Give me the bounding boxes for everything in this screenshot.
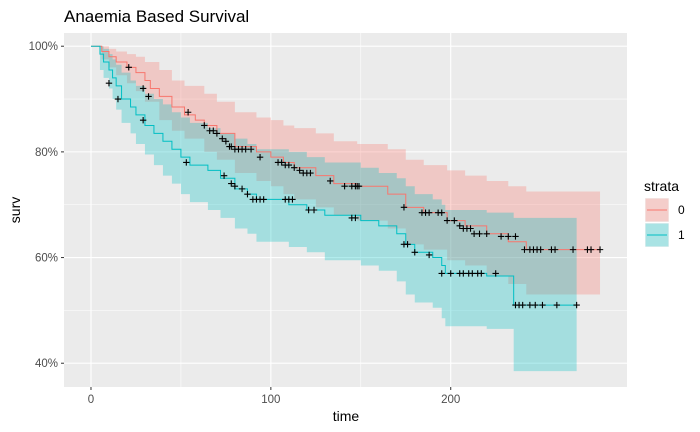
censor-mark-1 (231, 183, 239, 190)
censor-mark-0 (456, 222, 463, 230)
legend-label-0: 0 (678, 203, 685, 217)
censor-mark-0 (400, 204, 408, 211)
censor-mark-0 (184, 109, 192, 116)
legend-label-1: 1 (678, 228, 685, 242)
censor-mark-0 (307, 169, 314, 177)
censor-mark-1 (260, 196, 267, 203)
censor-mark-1 (460, 270, 467, 277)
x-axis: 0 100 200 (88, 387, 460, 406)
censor-mark-0 (537, 246, 544, 253)
censor-mark-0 (210, 127, 217, 134)
legend-title: strata (644, 178, 679, 194)
censor-mark-0 (443, 217, 451, 224)
censor-mark-0 (587, 246, 595, 253)
censor-mark-0 (476, 230, 483, 237)
censor-mark-0 (139, 85, 147, 92)
censor-mark-0 (438, 209, 445, 216)
censor-mark-0 (425, 209, 433, 216)
censor-mark-0 (201, 122, 208, 129)
censor-mark-1 (478, 270, 485, 277)
grid-major (64, 33, 627, 387)
censor-mark-1 (305, 206, 312, 214)
censor-mark-0 (242, 146, 249, 153)
x-tick-label: 100 (261, 394, 280, 406)
y-tick-label: 40% (35, 358, 58, 370)
censor-mark-0 (213, 130, 221, 137)
censor-marks (105, 64, 604, 309)
censor-mark-1 (139, 116, 147, 124)
confidence-band-1 (90, 46, 577, 372)
x-tick-label: 0 (88, 394, 94, 406)
censor-mark-0 (512, 233, 519, 240)
censor-mark-0 (125, 64, 132, 71)
censor-mark-1 (532, 301, 539, 309)
censor-mark-0 (451, 217, 458, 224)
legend-keys: 01 (645, 198, 685, 247)
censor-mark-1 (404, 241, 411, 248)
censor-mark-0 (470, 230, 478, 237)
censor-mark-1 (447, 270, 454, 277)
censor-mark-0 (296, 167, 303, 174)
censor-mark-1 (469, 270, 476, 277)
censor-mark-1 (238, 185, 246, 193)
censor-mark-1 (553, 301, 561, 309)
confidence-bands (90, 46, 601, 372)
confidence-band-0 (90, 46, 601, 295)
censor-mark-1 (425, 251, 433, 259)
censor-mark-0 (219, 135, 226, 142)
censor-mark-0 (145, 93, 152, 100)
censor-mark-1 (492, 270, 499, 277)
x-axis-title: time (333, 408, 360, 424)
y-tick-label: 60% (35, 253, 58, 265)
censor-mark-1 (183, 159, 190, 166)
censor-mark-0 (467, 225, 474, 232)
censor-mark-1 (411, 249, 418, 256)
y-axis-title: surv (7, 197, 23, 223)
censor-mark-1 (539, 301, 546, 309)
survival-line-0 (90, 45, 601, 251)
censor-mark-1 (105, 79, 113, 87)
plot-panel (64, 33, 627, 387)
censor-mark-1 (289, 196, 296, 203)
chart-title: Anaemia Based Survival (64, 7, 249, 26)
censor-mark-1 (573, 301, 580, 309)
grid-minor (64, 33, 627, 387)
censor-mark-1 (114, 95, 122, 103)
censor-mark-1 (352, 214, 359, 222)
censor-mark-1 (310, 206, 318, 214)
censor-mark-0 (497, 233, 505, 240)
x-tick-label: 200 (441, 394, 460, 406)
censor-mark-0 (521, 246, 528, 253)
censor-mark-1 (519, 301, 526, 309)
censor-mark-0 (341, 183, 348, 190)
censor-mark-0 (569, 246, 577, 253)
censor-mark-0 (228, 143, 235, 150)
censor-mark-0 (596, 246, 604, 253)
censor-mark-0 (483, 230, 490, 237)
censor-mark-1 (438, 270, 445, 277)
censor-mark-0 (551, 246, 559, 253)
censor-mark-0 (285, 161, 293, 169)
censor-mark-0 (278, 159, 285, 166)
censor-mark-0 (327, 177, 334, 185)
censor-mark-0 (355, 183, 363, 190)
censor-mark-0 (291, 164, 298, 171)
censor-mark-0 (256, 153, 264, 161)
y-tick-label: 80% (35, 147, 58, 159)
censor-mark-1 (220, 172, 228, 179)
censor-mark-0 (505, 233, 512, 240)
y-tick-label: 100% (29, 41, 58, 53)
y-axis: 40% 60% 80% 100% (29, 41, 64, 370)
censor-mark-1 (526, 301, 534, 309)
censor-mark-1 (228, 180, 235, 187)
censor-mark-0 (222, 138, 230, 145)
censor-mark-1 (244, 190, 251, 198)
censor-mark-0 (247, 146, 255, 153)
legend: strata 01 (644, 178, 685, 247)
